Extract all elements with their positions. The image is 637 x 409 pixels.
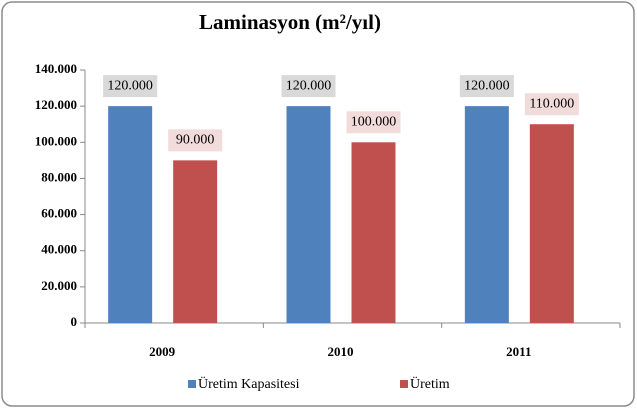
- y-tick-label: 40.000: [41, 242, 77, 257]
- value-label: 110.000: [529, 96, 574, 111]
- bar: [529, 124, 574, 323]
- value-label: 120.000: [107, 78, 153, 93]
- legend-label: Üretim: [410, 375, 450, 392]
- legend-swatch: [188, 380, 196, 388]
- value-label: 90.000: [176, 133, 215, 148]
- y-tick-label: 20.000: [41, 278, 77, 293]
- y-tick-label: 120.000: [35, 97, 77, 112]
- value-label-bg: [459, 75, 514, 98]
- value-label: 100.000: [351, 115, 397, 130]
- bar: [464, 106, 509, 324]
- y-tick-label: 0: [71, 314, 78, 329]
- x-tick-label: 2011: [506, 344, 531, 359]
- y-tick-label: 100.000: [35, 133, 77, 148]
- value-label-bg: [281, 75, 336, 98]
- value-label-bg: [168, 129, 223, 152]
- legend-swatch: [400, 380, 408, 388]
- chart-title: Laminasyon (m²/yıl): [199, 10, 381, 34]
- value-label-bg: [346, 111, 401, 134]
- bar: [351, 142, 396, 323]
- bar: [173, 160, 218, 323]
- y-tick-label: 60.000: [41, 206, 77, 221]
- x-tick-label: 2009: [149, 344, 176, 359]
- y-tick-label: 140.000: [35, 61, 77, 76]
- value-label: 120.000: [286, 78, 332, 93]
- y-tick-label: 80.000: [41, 169, 77, 184]
- value-label-bg: [524, 93, 579, 116]
- legend-label: Üretim Kapasitesi: [198, 375, 300, 392]
- value-label: 120.000: [464, 78, 510, 93]
- bar: [286, 106, 331, 324]
- x-tick-label: 2010: [328, 344, 354, 359]
- value-label-bg: [103, 75, 158, 98]
- bar: [108, 106, 153, 324]
